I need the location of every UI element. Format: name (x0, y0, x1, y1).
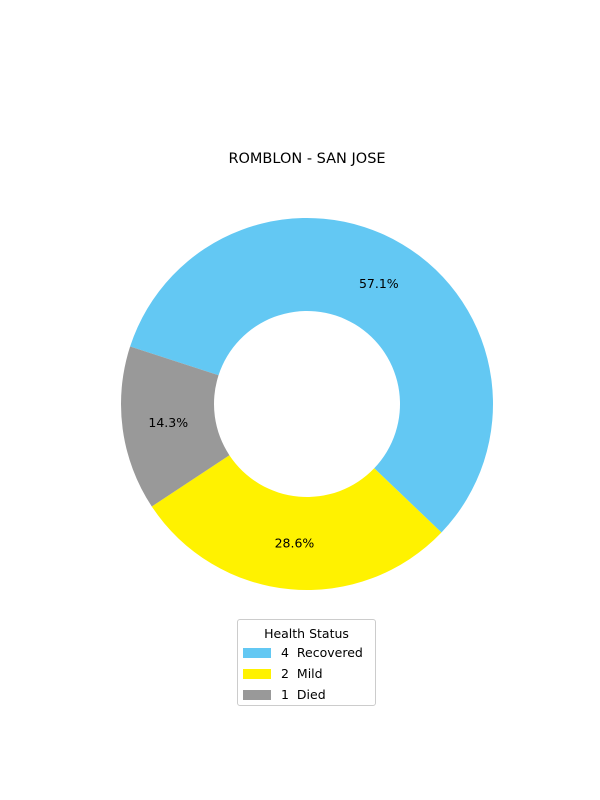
legend-swatch-recovered (243, 648, 271, 658)
legend-label: Recovered (296, 645, 363, 660)
pct-label-died: 14.3% (148, 415, 188, 430)
legend-text-died: 1 Died (281, 684, 326, 705)
donut-slices (120, 218, 493, 590)
slice-mild (151, 455, 442, 590)
legend-swatch-died (243, 690, 271, 700)
legend-item-mild: 2 Mild (238, 663, 375, 684)
legend-count: 2 (281, 666, 289, 681)
legend-label: Mild (296, 666, 323, 681)
chart-title: ROMBLON - SAN JOSE (228, 151, 385, 167)
legend-swatch-mild (243, 669, 271, 679)
pct-label-recovered: 57.1% (359, 276, 399, 291)
pct-label-mild: 28.6% (275, 535, 315, 550)
legend-count: 1 (281, 687, 289, 702)
legend-text-mild: 2 Mild (281, 663, 323, 684)
slice-died (120, 346, 230, 507)
percentage-labels: 57.1% 28.6% 14.3% (148, 276, 398, 551)
legend-item-died: 1 Died (238, 684, 375, 705)
legend-title: Health Status (264, 626, 349, 641)
legend: Health Status 4 Recovered 2 Mild 1 Died (237, 619, 376, 706)
legend-text-recovered: 4 Recovered (281, 642, 363, 663)
legend-label: Died (296, 687, 326, 702)
slice-recovered (130, 218, 493, 533)
legend-item-recovered: 4 Recovered (238, 642, 375, 663)
legend-count: 4 (281, 645, 289, 660)
